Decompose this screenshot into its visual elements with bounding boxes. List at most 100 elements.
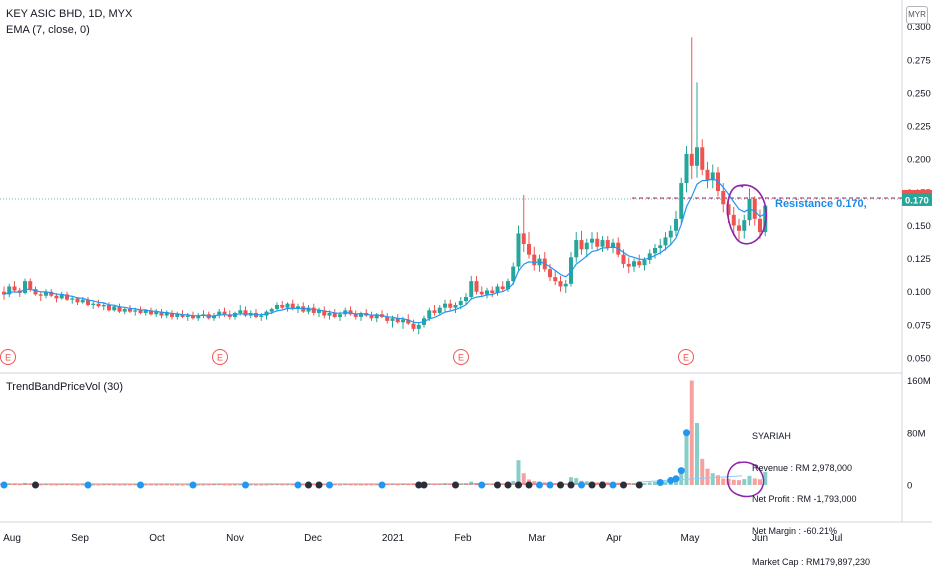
candle-body — [516, 233, 521, 267]
candle-body — [584, 242, 589, 250]
volume-bar — [143, 484, 148, 486]
candle-body — [259, 315, 264, 317]
last-price-label: 0.170 — [905, 195, 929, 206]
volume-bar — [742, 479, 747, 485]
volume-bar — [569, 477, 573, 485]
volume-bar — [689, 380, 694, 485]
volume-bar — [511, 481, 516, 485]
volume-bar — [332, 484, 337, 486]
volume-bar — [763, 471, 768, 485]
candle-body — [653, 248, 657, 254]
time-tick-label: Jul — [830, 533, 843, 544]
volume-bar — [353, 484, 358, 486]
volume-bar — [201, 484, 206, 486]
volume-tick-label: 160M — [907, 376, 931, 387]
volume-dot — [515, 481, 522, 489]
volume-dot — [683, 429, 690, 437]
candle-body — [684, 153, 689, 184]
time-tick-label: Mar — [528, 533, 546, 544]
candle-body — [752, 198, 757, 219]
financials-heading: SYARIAH — [752, 431, 791, 441]
candle-body — [579, 240, 584, 250]
candle-body — [427, 310, 432, 319]
candle-body — [238, 310, 243, 313]
volume-bar — [285, 484, 290, 486]
candle-body — [23, 281, 27, 294]
volume-bar — [59, 484, 64, 486]
time-tick-label: May — [681, 533, 700, 544]
candle-body — [107, 305, 111, 311]
candle-body — [196, 315, 201, 319]
candle-body — [311, 307, 316, 313]
volume-bar — [222, 484, 227, 486]
volume-bar — [154, 484, 159, 486]
candle-body — [611, 242, 615, 249]
volume-bar — [107, 484, 111, 486]
candle-body — [532, 254, 537, 266]
earnings-marker-label: E — [5, 353, 11, 363]
candle-body — [212, 315, 216, 319]
volume-bar — [390, 483, 395, 485]
candle-body — [28, 281, 33, 290]
currency-button[interactable]: MYR — [906, 6, 928, 24]
volume-dot — [452, 481, 459, 489]
candle-body — [689, 153, 694, 166]
volume-bar — [259, 484, 264, 486]
volume-bar — [364, 484, 369, 486]
volume-dot — [189, 481, 197, 489]
candle-body — [479, 291, 484, 295]
financials-annotation: SYARIAH Revenue : RM 2,978,000 Net Profi… — [752, 410, 870, 578]
candle-body — [70, 298, 75, 300]
volume-bar — [170, 484, 174, 486]
chart-canvas[interactable]: 0.3000.2750.2500.2250.2000.1750.1500.125… — [0, 0, 932, 550]
candle-body — [332, 312, 337, 317]
volume-dot — [656, 479, 664, 487]
volume-bar — [322, 484, 327, 486]
volume-bar — [521, 473, 526, 485]
candle-body — [443, 303, 447, 308]
volume-dot — [567, 481, 575, 489]
candle-body — [495, 286, 500, 294]
volume-dot — [137, 481, 144, 489]
volume-bar — [159, 484, 164, 486]
candle-body — [44, 291, 48, 296]
volume-dot — [378, 481, 386, 489]
candle-body — [710, 172, 715, 181]
price-tick-label: 0.100 — [907, 287, 931, 298]
candle-body — [485, 290, 489, 295]
volume-bar — [269, 484, 274, 486]
volume-bar — [432, 484, 437, 486]
candle-body — [54, 295, 59, 299]
candle-body — [674, 218, 678, 231]
annotation-circle-volume — [726, 461, 765, 498]
volume-dot — [536, 481, 543, 489]
time-tick-label: Sep — [71, 533, 89, 544]
volume-bar — [747, 475, 752, 485]
candle-body — [12, 286, 17, 291]
volume-bar — [7, 483, 12, 485]
volume-bar — [395, 484, 400, 486]
volume-dot — [525, 481, 533, 489]
candle-body — [317, 310, 321, 313]
candle-body — [416, 324, 421, 329]
candle-body — [721, 191, 726, 205]
volume-bar — [128, 484, 132, 486]
candle-body — [285, 303, 290, 308]
volume-bar — [437, 483, 442, 485]
volume-dot — [315, 481, 323, 489]
volume-bar — [17, 484, 22, 486]
volume-bar — [96, 484, 101, 486]
candle-body — [621, 254, 626, 264]
candle-body — [574, 240, 579, 258]
volume-bar — [122, 484, 127, 486]
candle-body — [453, 305, 458, 308]
candle-body — [605, 240, 610, 249]
volume-bar — [647, 482, 652, 485]
candle-body — [737, 225, 741, 231]
candle-body — [180, 314, 185, 317]
candle-body — [306, 307, 311, 312]
volume-dot — [557, 481, 564, 489]
earnings-marker — [212, 349, 228, 365]
candle-body — [600, 240, 605, 247]
chart-title: KEY ASIC BHD, 1D, MYX — [6, 8, 133, 20]
